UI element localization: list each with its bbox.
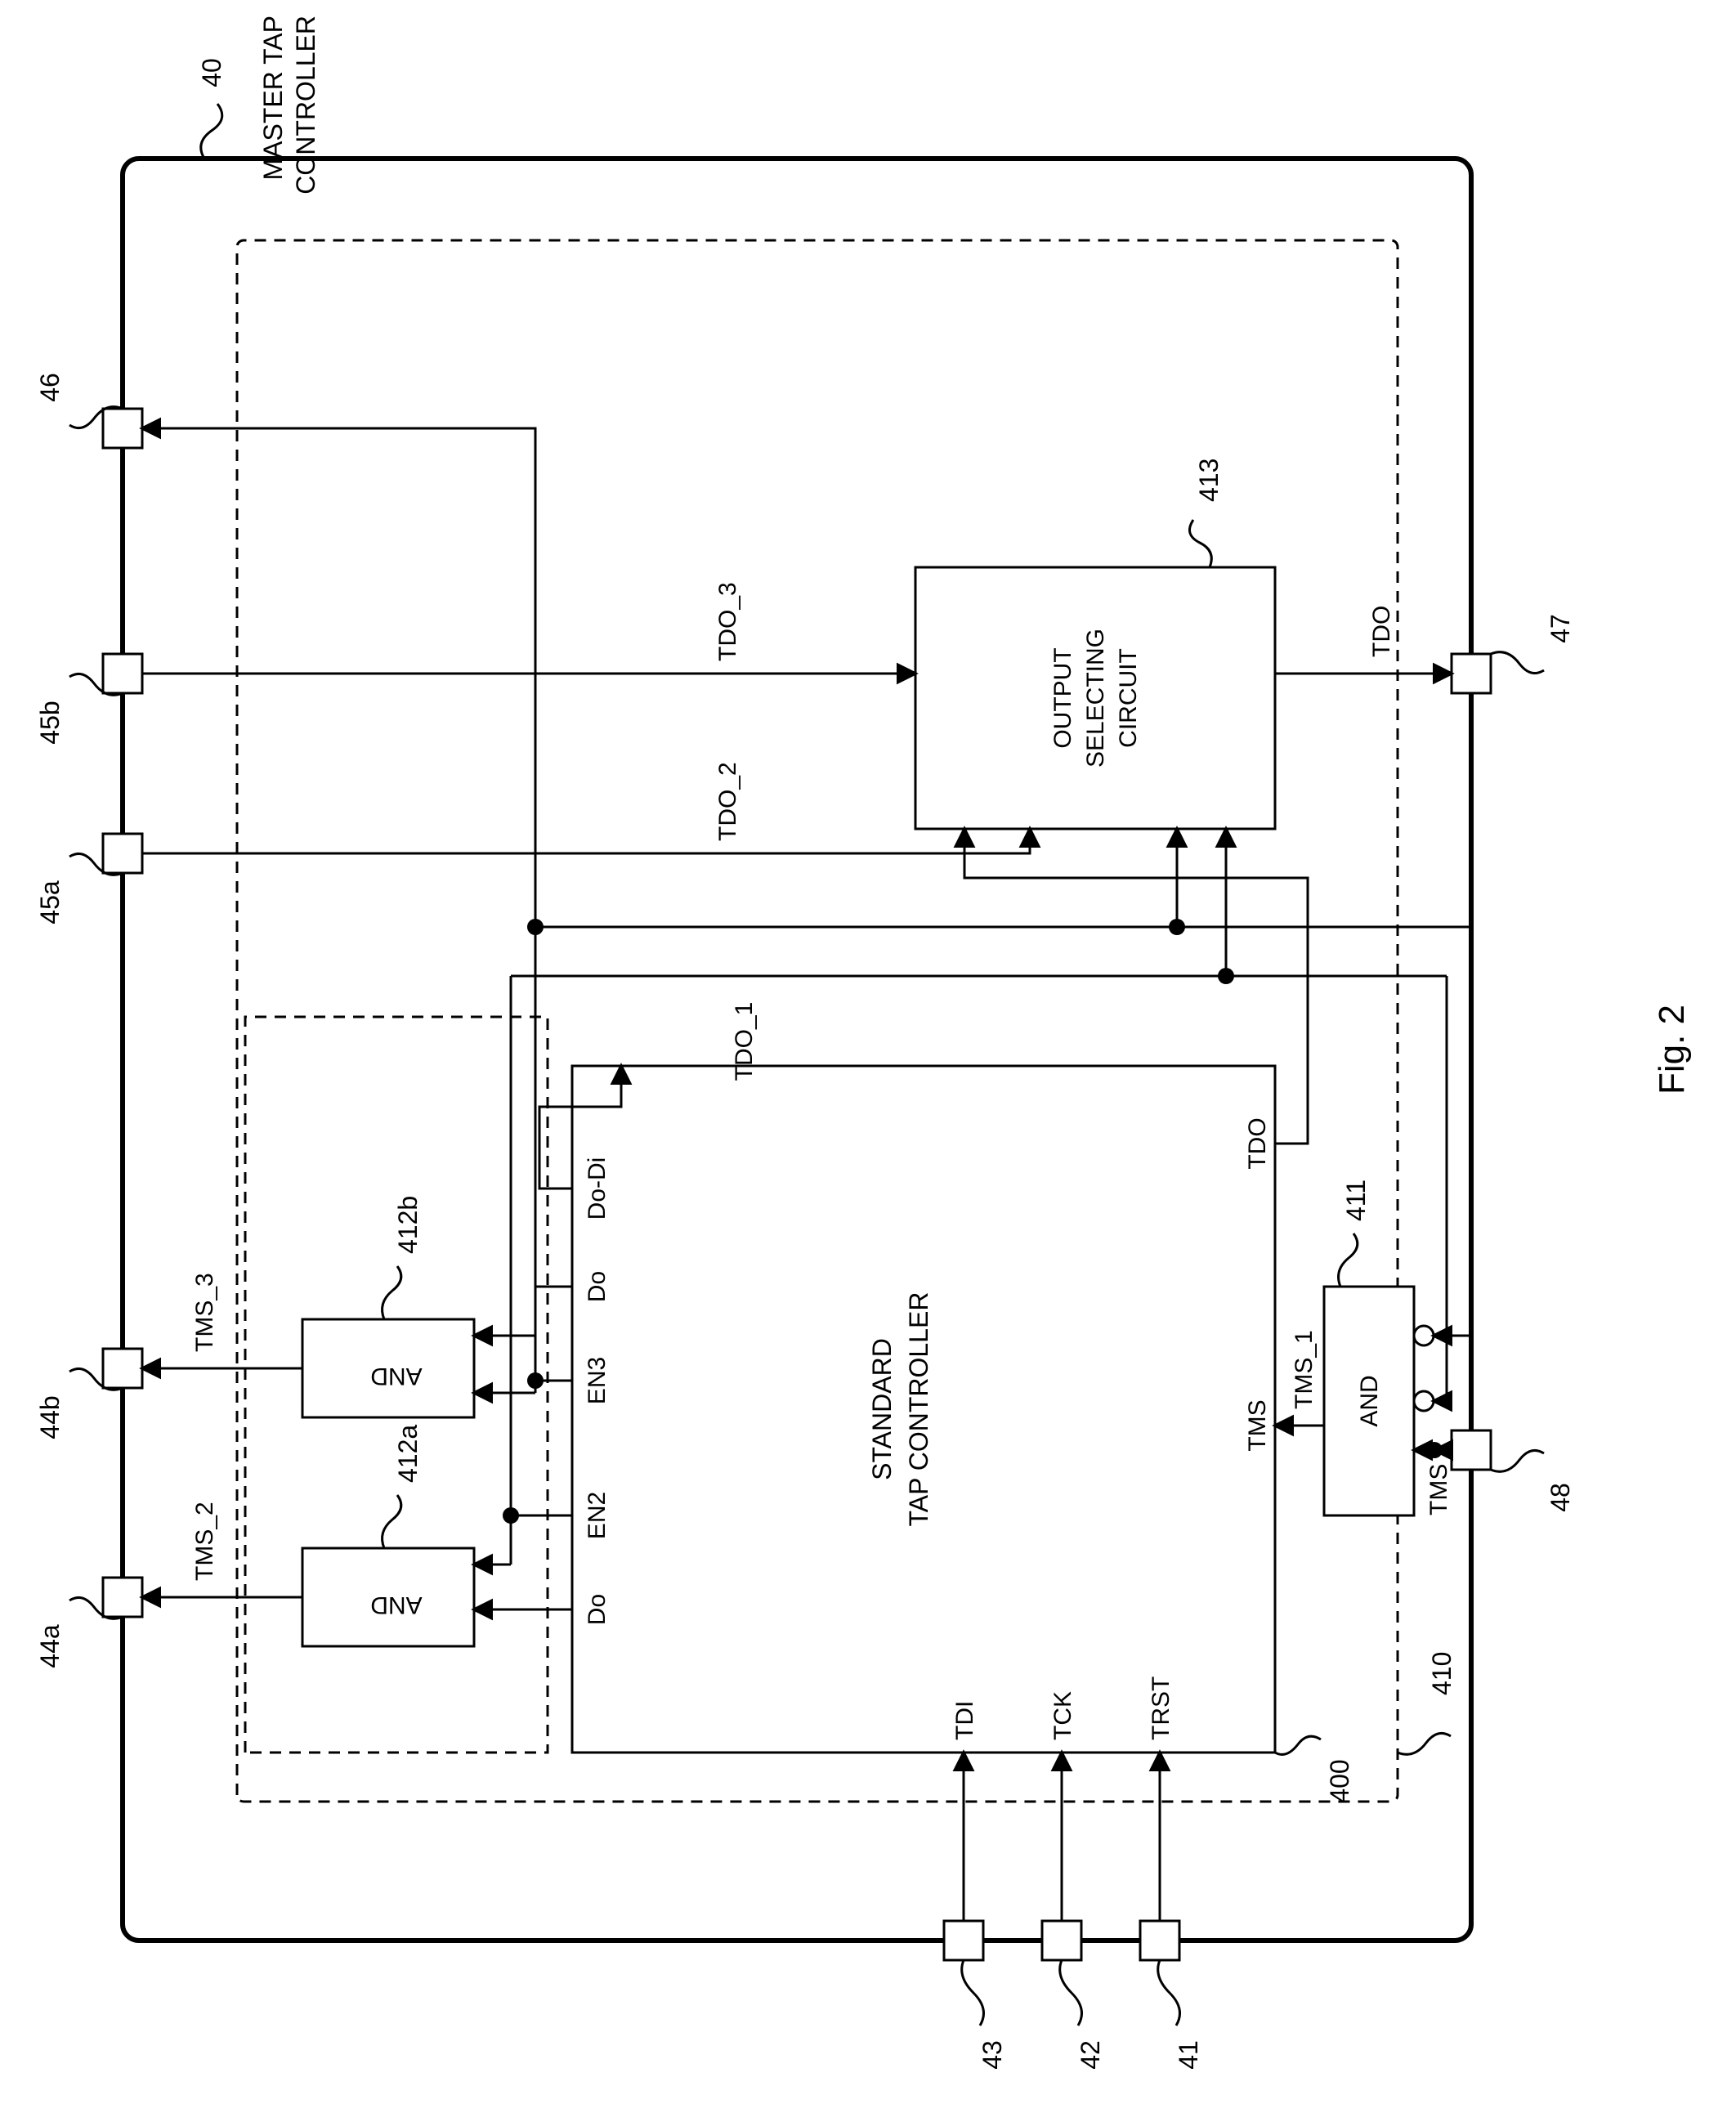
lbl-tms1: TMS_1 [1291, 1330, 1318, 1409]
and412a-label: AND [370, 1591, 422, 1618]
ref-410: 410 [1427, 1652, 1456, 1695]
lbl-tdo: TDO [1368, 606, 1395, 657]
port-45a [103, 834, 142, 873]
ref-413: 413 [1194, 459, 1224, 502]
lbl-tms3: TMS_3 [191, 1273, 218, 1352]
outsel-l2: SELECTING [1082, 629, 1109, 768]
and412b-label: AND [370, 1363, 422, 1390]
lbl-tdo1: TDO_1 [731, 1002, 758, 1081]
port-42 [1042, 1921, 1081, 1960]
figure-caption: Fig. 2 [1652, 1005, 1692, 1095]
lbl-tdo3: TDO_3 [714, 582, 741, 661]
port-47 [1452, 654, 1491, 693]
ref-44b: 44b [35, 1395, 65, 1439]
port-41 [1140, 1921, 1179, 1960]
pin-trst: TRST [1148, 1676, 1174, 1740]
tap-line2: TAP CONTROLLER [904, 1292, 933, 1527]
ref-48: 48 [1546, 1483, 1575, 1512]
port-46 [103, 409, 142, 448]
ref-412a: 412a [393, 1425, 423, 1483]
outsel-l3: CIRCUIT [1115, 648, 1142, 748]
ref-40: 40 [197, 58, 226, 87]
tap-line1: STANDARD [867, 1338, 897, 1480]
pin-do-r: Do [584, 1271, 611, 1302]
port-44a [103, 1578, 142, 1617]
port-48 [1452, 1430, 1491, 1470]
ref-44a: 44a [35, 1624, 65, 1668]
pin-en2: EN2 [584, 1492, 611, 1539]
outsel-l1: OUTPUT [1049, 647, 1076, 748]
pin-do-l: Do [584, 1594, 611, 1625]
pin-en3: EN3 [584, 1357, 611, 1404]
lbl-tdo2: TDO_2 [714, 762, 741, 841]
wire-tdo2 [142, 829, 1030, 853]
ref-46: 46 [35, 373, 65, 402]
pin-tck: TCK [1049, 1691, 1076, 1740]
ref-400: 400 [1325, 1759, 1354, 1802]
port-43 [944, 1921, 983, 1960]
ref-412b: 412b [393, 1196, 423, 1254]
pin-tdo: TDO [1244, 1117, 1271, 1169]
title-line2: CONTROLLER [291, 16, 320, 195]
port-45b [103, 654, 142, 693]
pin-tdi: TDI [951, 1701, 978, 1740]
pin-dodi: Do-Di [584, 1157, 611, 1220]
ref-47: 47 [1546, 614, 1575, 643]
ref-45a: 45a [35, 880, 65, 924]
title-line1: MASTER TAP [258, 16, 288, 181]
ref-43: 43 [978, 2040, 1007, 2070]
port-44b [103, 1349, 142, 1388]
lbl-tms-in: TMS [1425, 1464, 1452, 1515]
ref-411: 411 [1341, 1180, 1371, 1221]
ref-42: 42 [1076, 2040, 1105, 2070]
ref-45b: 45b [35, 701, 65, 744]
and411-label: AND [1356, 1375, 1383, 1426]
lbl-tms2: TMS_2 [191, 1502, 218, 1581]
pin-tms: TMS [1244, 1399, 1271, 1451]
ref-41: 41 [1174, 2040, 1203, 2070]
